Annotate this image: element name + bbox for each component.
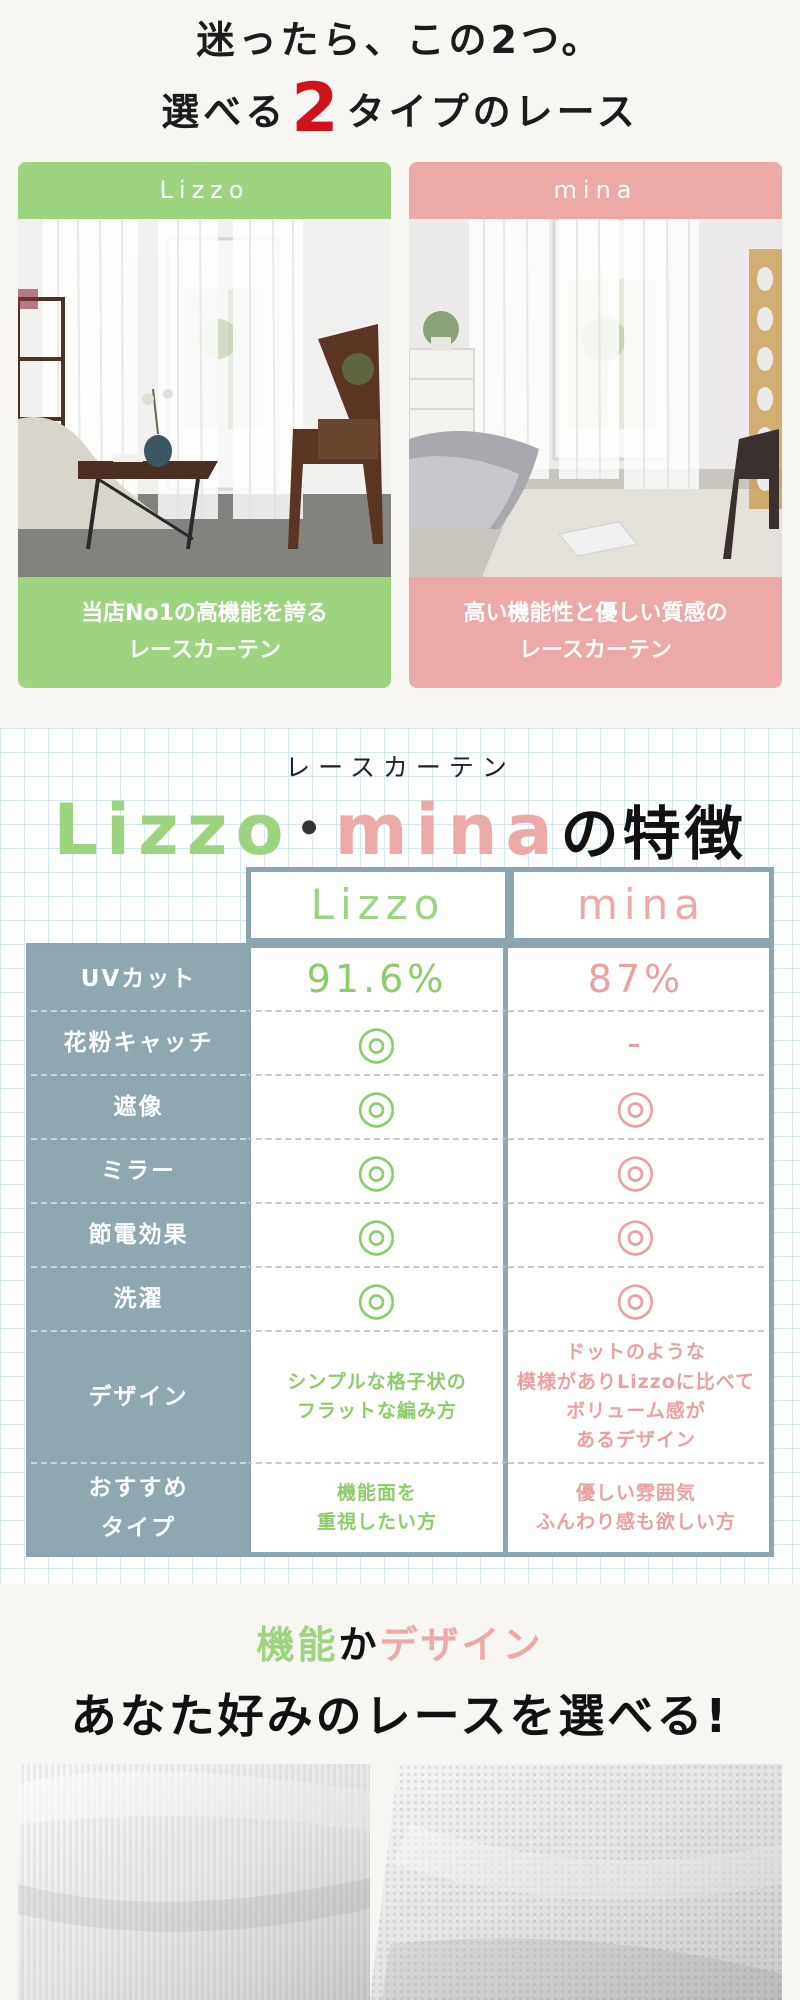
row-label: 花粉キャッチ <box>31 1010 246 1074</box>
cell-mina: 優しい雰囲気 ふんわり感も欲しい方 <box>508 1462 764 1552</box>
cell-lizzo: ◎ <box>246 1010 508 1074</box>
cell-mina: - <box>508 1010 764 1074</box>
cell-mina: 87% <box>587 956 685 1001</box>
row-label: おすすめ タイプ <box>31 1462 246 1552</box>
intro-big-number: 2 <box>291 69 343 148</box>
product-name-mina: mina <box>553 176 638 204</box>
row-label: ミラー <box>31 1138 246 1202</box>
column-header-mina: mina <box>509 867 774 943</box>
row-label: UVカット <box>31 948 246 1010</box>
table-row-pollen: 花粉キャッチ ◎ - <box>31 1010 769 1074</box>
lizzo-fabric-photo <box>18 1764 388 2000</box>
cell-lizzo: ◎ <box>246 1074 508 1138</box>
table-row-uv: UVカット 91.6% 87% <box>31 948 769 1010</box>
lizzo-room-photo <box>18 219 391 577</box>
table-row-energy: 節電効果 ◎ ◎ <box>31 1202 769 1266</box>
mina-room-photo <box>409 219 782 577</box>
product-desc-mina: 高い機能性と優しい質感の レースカーテン <box>463 601 728 663</box>
cell-lizzo: ◎ <box>246 1138 508 1202</box>
table-row-washing: 洗濯 ◎ ◎ <box>31 1266 769 1330</box>
product-name-lizzo: Lizzo <box>159 176 250 204</box>
table-row-mirror: ミラー ◎ ◎ <box>31 1138 769 1202</box>
intro-line-2-after: タイプのレース <box>346 90 639 134</box>
intro-line-2-before: 選べる <box>161 90 288 134</box>
cell-lizzo: 91.6% <box>246 948 508 1010</box>
choose-word-function: 機能 <box>256 1623 339 1667</box>
row-label: 節電効果 <box>31 1202 246 1266</box>
cell-mina: ドットのような 模様がありLizzoに比べて ボリューム感が あるデザイン <box>508 1330 764 1462</box>
intro-line-1: 迷ったら、この2つ。 <box>196 18 604 62</box>
cell-lizzo: 機能面を 重視したい方 <box>246 1462 508 1552</box>
mina-fabric-photo <box>370 1764 782 2000</box>
cell-mina: ◎ <box>508 1138 764 1202</box>
choose-joiner: か <box>338 1623 380 1667</box>
table-row-design: デザイン シンプルな格子状の フラットな編み方 ドットのような 模様がありLiz… <box>31 1330 769 1462</box>
features-title-lizzo: Lizzo <box>53 789 292 871</box>
table-row-recommended: おすすめ タイプ 機能面を 重視したい方 優しい雰囲気 ふんわり感も欲しい方 <box>31 1462 769 1552</box>
intro-section: 迷ったら、この2つ。 選べる2 タイプのレース Lizzo <box>0 0 800 728</box>
comparison-table-body: UVカット 91.6% 87% 花粉キャッチ ◎ - 遮像 ◎ ◎ ミラー ◎ … <box>26 943 774 1557</box>
choose-subheading: 機能かデザイン <box>0 1614 800 1669</box>
features-title-tail: の特徴 <box>560 800 747 868</box>
column-header-lizzo: Lizzo <box>246 867 510 943</box>
product-card-lizzo[interactable]: Lizzo <box>18 162 391 688</box>
features-title-mina: mina <box>334 789 561 871</box>
choose-section: 機能かデザイン あなた好みのレースを選べる! <box>0 1584 800 2000</box>
cell-mina: ◎ <box>508 1074 764 1138</box>
product-desc-lizzo: 当店No1の高機能を誇る レースカーテン <box>81 601 328 663</box>
cell-lizzo: ◎ <box>246 1266 508 1330</box>
choose-headline: あなた好みのレースを選べる! <box>70 1689 730 1743</box>
cell-lizzo: ◎ <box>246 1202 508 1266</box>
row-label: 洗濯 <box>31 1266 246 1330</box>
features-section: レースカーテン Lizzo･minaの特徴 Lizzo mina UVカット 9… <box>0 728 800 1584</box>
features-title-dot: ･ <box>291 789 335 871</box>
table-row-privacy: 遮像 ◎ ◎ <box>31 1074 769 1138</box>
row-label: 遮像 <box>31 1074 246 1138</box>
features-eyebrow: レースカーテン <box>285 753 515 782</box>
choose-word-design: デザイン <box>379 1623 544 1667</box>
cell-mina: ◎ <box>508 1202 764 1266</box>
cell-lizzo: シンプルな格子状の フラットな編み方 <box>246 1330 508 1462</box>
row-label: デザイン <box>31 1330 246 1462</box>
features-title: Lizzo･minaの特徴 <box>0 774 800 875</box>
cell-mina: ◎ <box>508 1266 764 1330</box>
product-card-mina[interactable]: mina <box>409 162 782 688</box>
intro-line-2: 選べる2 タイプのレース <box>0 68 800 150</box>
